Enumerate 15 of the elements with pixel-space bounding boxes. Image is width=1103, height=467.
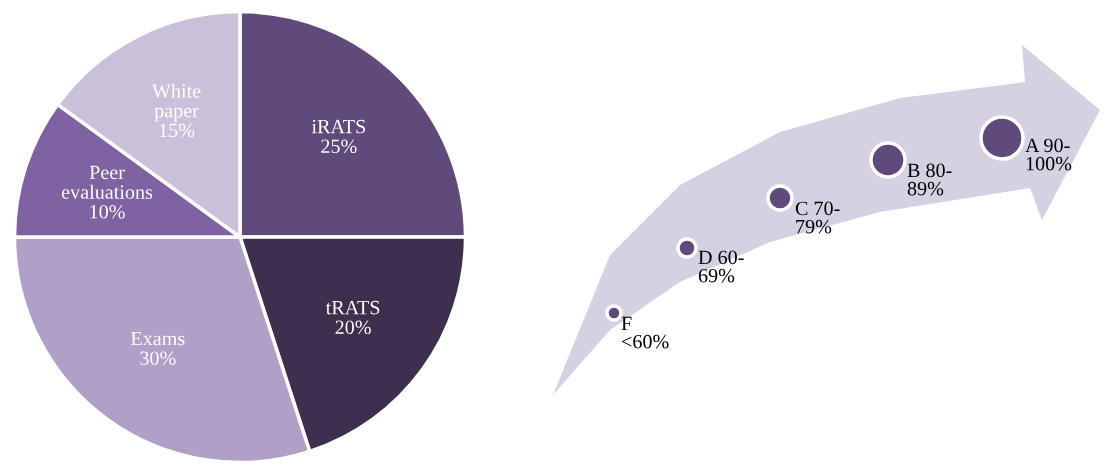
- data-label: 30%: [140, 351, 176, 366]
- slice-label: Exams: [131, 331, 185, 346]
- slice-label: Peer evaluations: [61, 165, 153, 199]
- slice-label: iRATS: [311, 119, 366, 134]
- data-label: 10%: [90, 204, 125, 219]
- text: C 70- 79%: [795, 201, 840, 234]
- text: D 60- 69%: [698, 250, 744, 283]
- text: A 90- 100%: [1025, 138, 1072, 171]
- data-label: 25%: [321, 139, 357, 154]
- data-label: 15%: [159, 123, 195, 138]
- text: B 80- 89%: [907, 163, 952, 196]
- text: F <60%: [621, 316, 669, 349]
- slice-label: tRATS: [325, 300, 380, 315]
- data-label: 20%: [335, 320, 371, 335]
- slice-label: White paper: [151, 83, 201, 122]
